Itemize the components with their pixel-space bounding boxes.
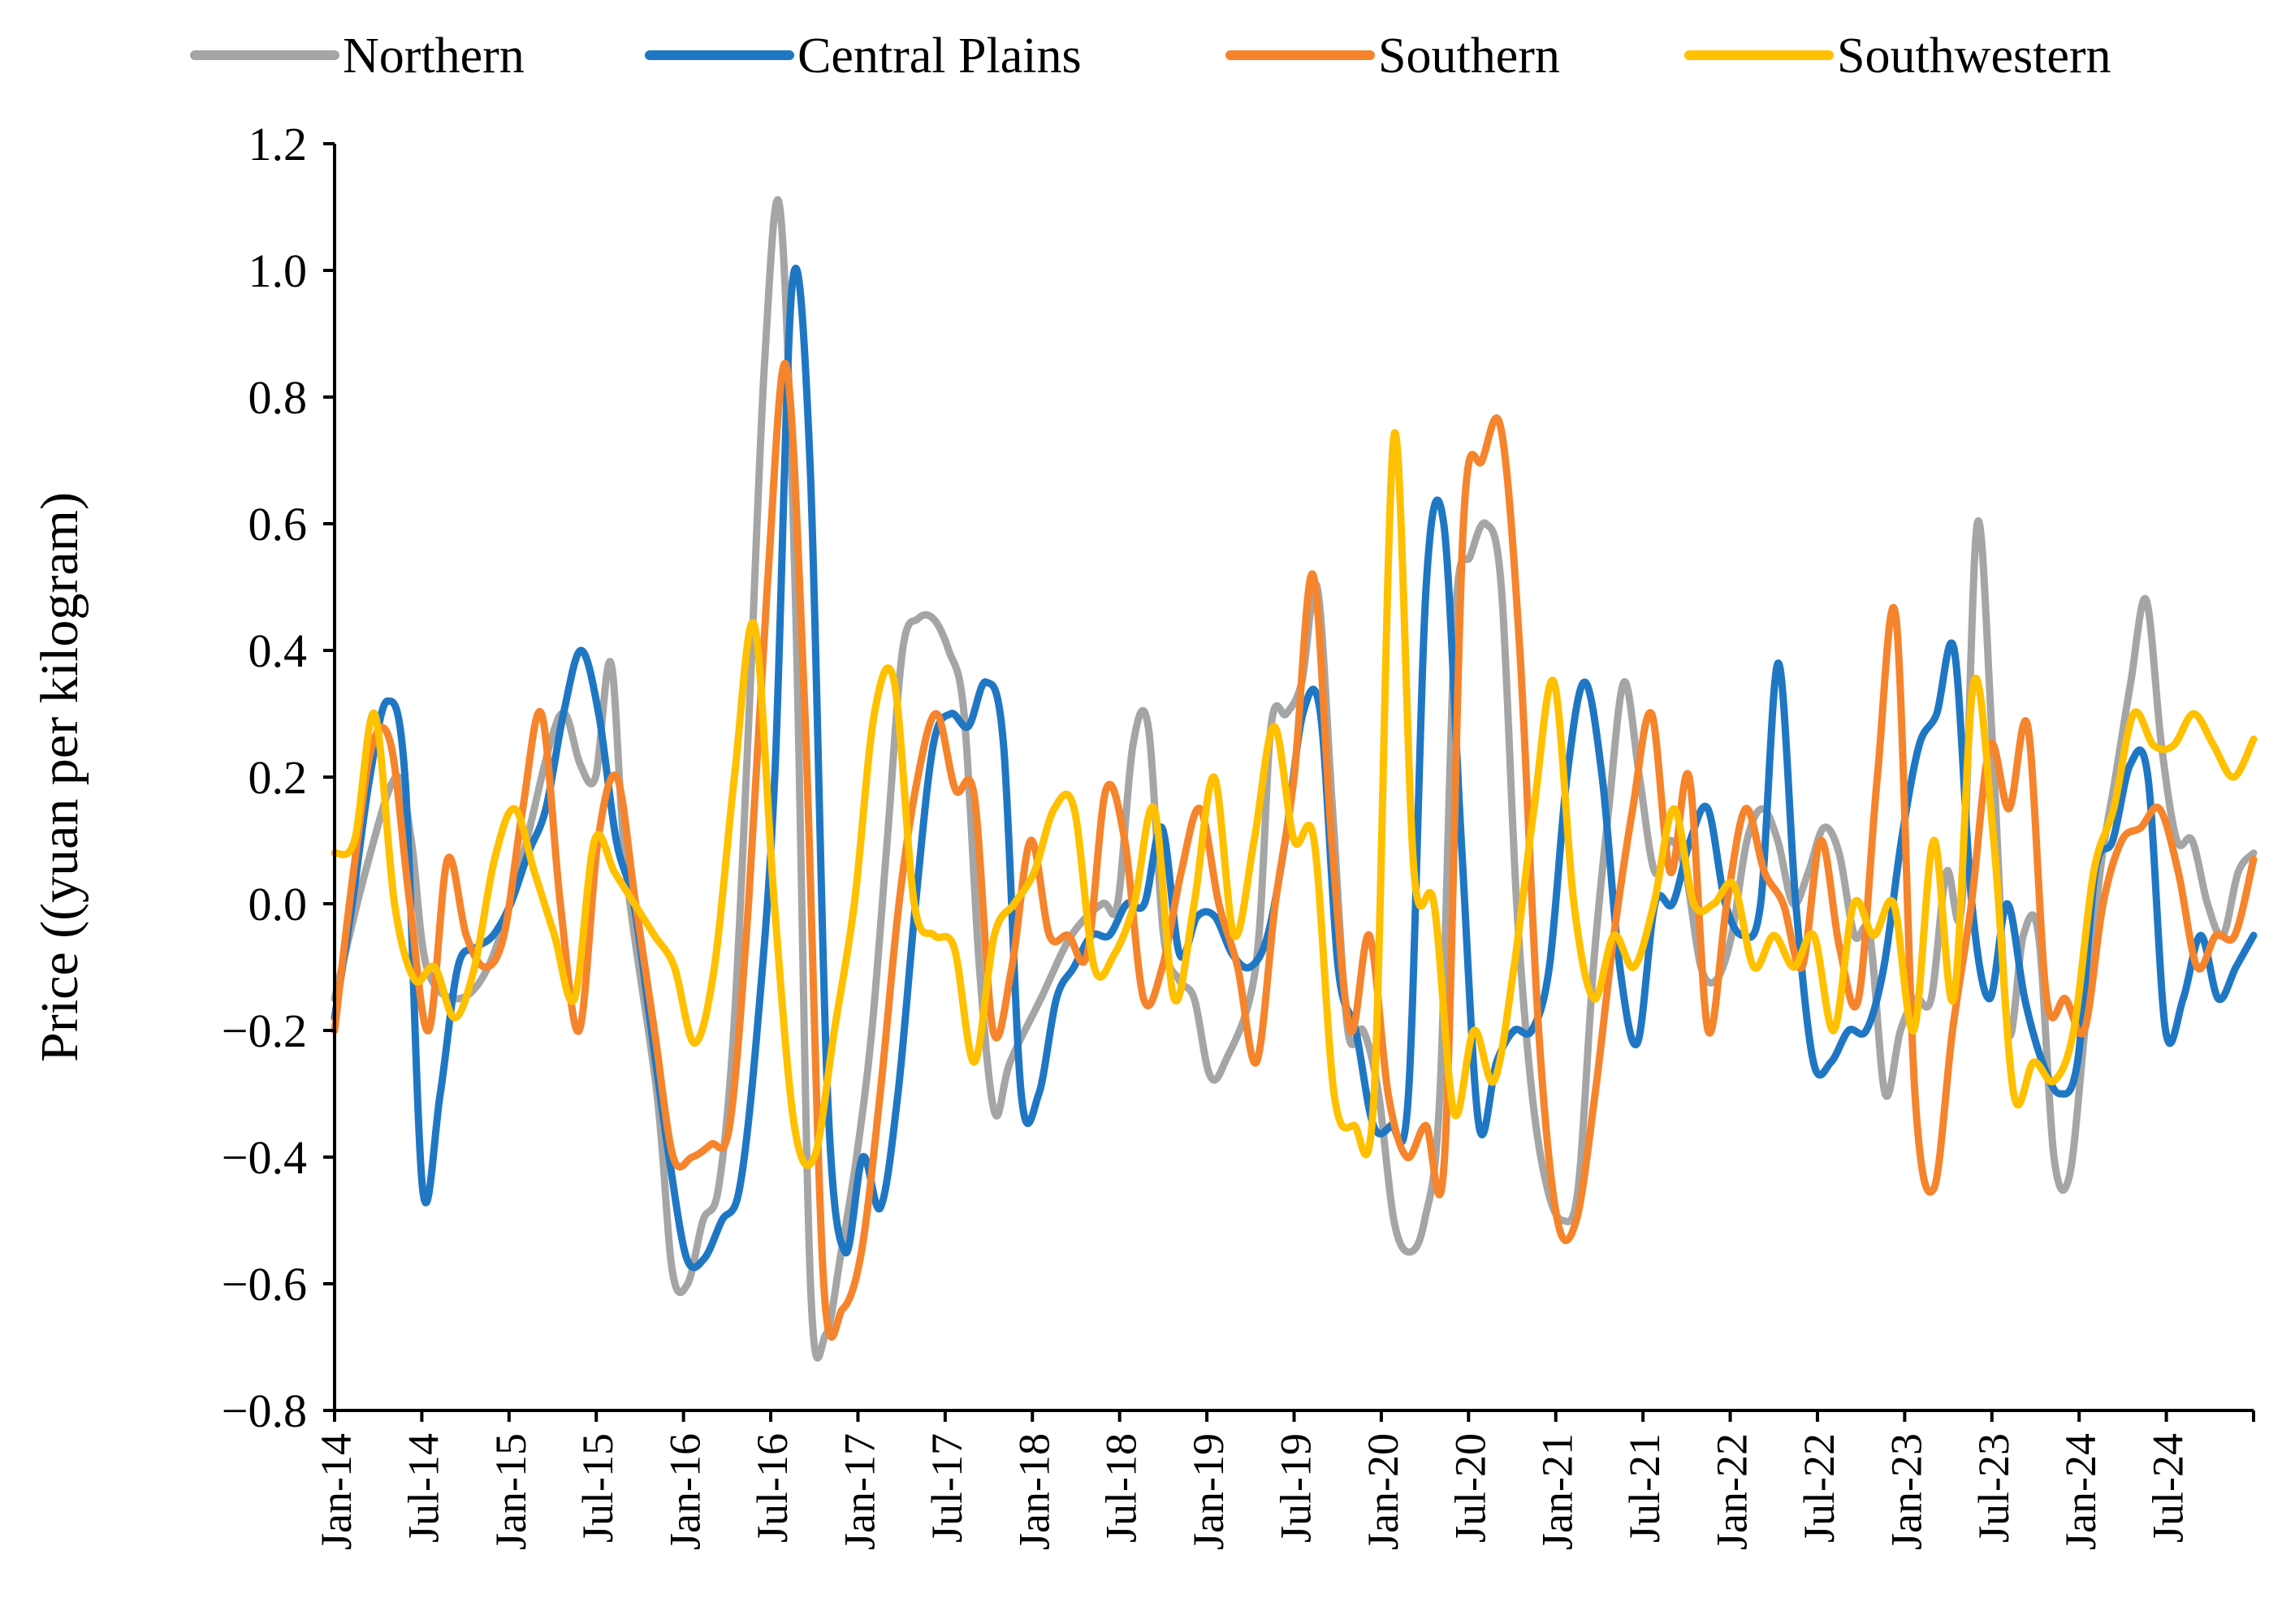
legend-label-central-plains: Central Plains [797,28,1082,84]
series-line-southwestern [331,429,2258,1169]
x-axis-ticks: Jan-14 Jul-14 Jan-15 Jul-15 Jan-16 Jul-16 Jan-… [312,1410,2255,1550]
legend: Northern Central Plains Southern Southweste… [190,28,2111,84]
x-tick-label: Jul-24 [2144,1433,2193,1543]
y-tick-label: 0.8 [249,371,308,424]
legend-label-southern: Southern [1378,28,1560,84]
x-tick-label: Jan-14 [312,1433,361,1550]
x-tick-label: Jan-21 [1533,1433,1582,1550]
y-axis-label: Price ((yuan per kilogram) [30,492,89,1062]
y-tick-label: 0.6 [249,498,308,551]
x-tick-label: Jan-20 [1359,1433,1407,1550]
legend-label-northern: Northern [343,28,525,84]
x-tick-label: Jul-15 [573,1433,622,1543]
x-tick-label: Jul-21 [1620,1433,1669,1543]
x-tick-label: Jan-17 [835,1433,884,1550]
x-tick-label: Jul-22 [1795,1433,1843,1543]
legend-label-southwestern: Southwestern [1837,28,2111,84]
series-line-southern [331,360,2258,1341]
y-tick-label: −0.4 [222,1131,307,1184]
x-tick-label: Jan-22 [1708,1433,1757,1550]
plot-series [331,196,2258,1362]
y-tick-label: 0.4 [249,624,308,677]
y-tick-label: −0.6 [222,1258,307,1311]
y-tick-label: 1.2 [249,118,308,171]
x-tick-label: Jul-16 [748,1433,797,1543]
x-tick-label: Jan-16 [661,1433,710,1550]
x-tick-label: Jul-14 [399,1433,447,1543]
y-tick-label: −0.8 [222,1384,307,1437]
x-tick-label: Jan-23 [1882,1433,1930,1550]
y-tick-label: 0.0 [249,878,308,931]
y-tick-label: −0.2 [222,1004,307,1057]
x-tick-label: Jan-18 [1009,1433,1058,1550]
x-tick-label: Jul-23 [1969,1433,2018,1543]
x-tick-label: Jan-24 [2056,1433,2105,1550]
y-tick-label: 1.0 [249,244,308,297]
x-tick-label: Jul-20 [1446,1433,1494,1543]
x-tick-label: Jul-18 [1097,1433,1146,1543]
x-tick-label: Jul-17 [923,1433,971,1543]
x-tick-label: Jan-19 [1184,1433,1233,1550]
x-tick-label: Jan-15 [486,1433,535,1550]
x-tick-label: Jul-19 [1272,1433,1320,1543]
y-axis-ticks: 1.2 1.0 0.8 0.6 0.4 0.2 0.0 −0.2 −0.4 −0.6 −0.8 [222,118,335,1437]
y-tick-label: 0.2 [249,751,308,804]
